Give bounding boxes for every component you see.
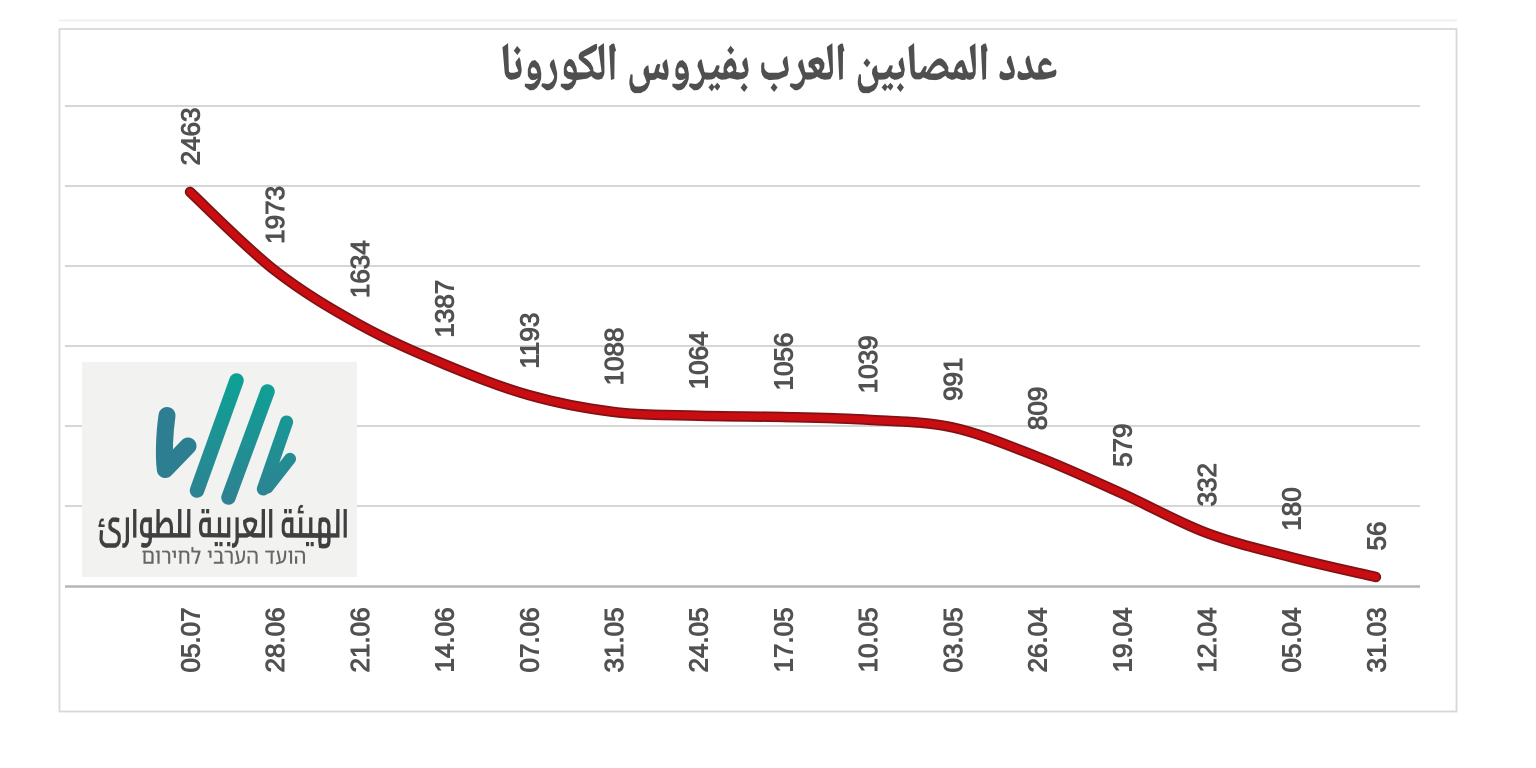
svg-text:17.05: 17.05 xyxy=(768,607,798,672)
svg-text:1634: 1634 xyxy=(345,240,375,298)
svg-text:991: 991 xyxy=(938,358,968,401)
svg-text:180: 180 xyxy=(1277,487,1307,530)
svg-text:12.04: 12.04 xyxy=(1192,607,1222,672)
svg-text:1193: 1193 xyxy=(514,313,544,369)
svg-text:21.06: 21.06 xyxy=(345,607,375,672)
svg-text:1973: 1973 xyxy=(260,186,290,244)
svg-text:1387: 1387 xyxy=(430,280,460,338)
svg-text:31.03: 31.03 xyxy=(1361,607,1391,672)
svg-text:03.05: 03.05 xyxy=(938,607,968,672)
svg-text:05.07: 05.07 xyxy=(176,607,206,672)
svg-text:28.06: 28.06 xyxy=(260,607,290,672)
svg-text:10.05: 10.05 xyxy=(853,607,883,672)
svg-text:579: 579 xyxy=(1107,424,1137,467)
svg-text:07.06: 07.06 xyxy=(514,607,544,672)
svg-text:2463: 2463 xyxy=(176,108,206,166)
svg-text:332: 332 xyxy=(1192,463,1222,506)
svg-text:05.04: 05.04 xyxy=(1277,607,1307,672)
svg-text:24.05: 24.05 xyxy=(684,607,714,672)
svg-text:14.06: 14.06 xyxy=(430,607,460,672)
svg-text:1039: 1039 xyxy=(853,335,883,393)
svg-text:809: 809 xyxy=(1023,387,1053,430)
svg-text:56: 56 xyxy=(1361,522,1391,551)
svg-text:1088: 1088 xyxy=(599,328,629,386)
svg-text:31.05: 31.05 xyxy=(599,607,629,672)
svg-text:1064: 1064 xyxy=(684,331,714,389)
svg-text:26.04: 26.04 xyxy=(1023,607,1053,672)
svg-text:1056: 1056 xyxy=(768,333,798,391)
svg-text:19.04: 19.04 xyxy=(1107,607,1137,672)
